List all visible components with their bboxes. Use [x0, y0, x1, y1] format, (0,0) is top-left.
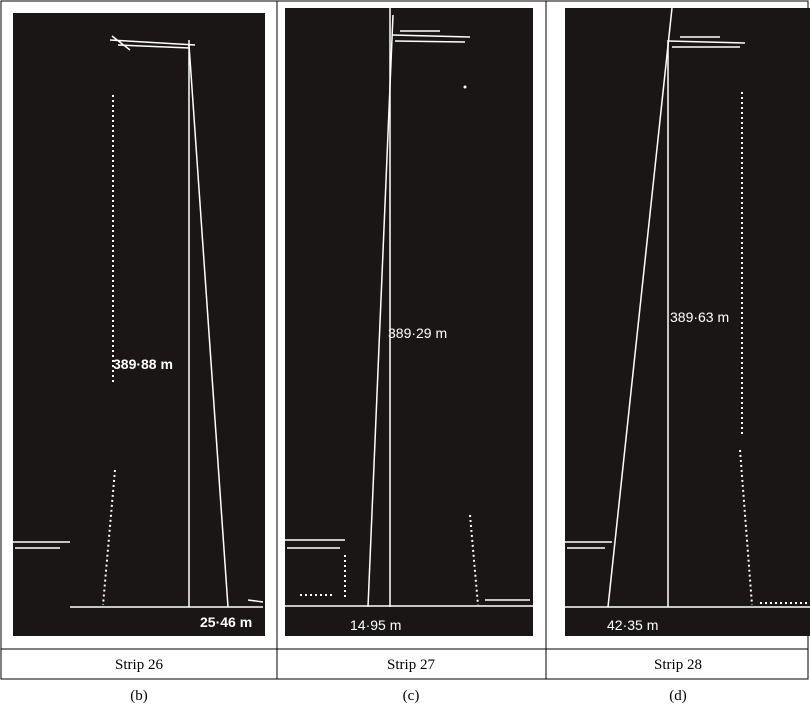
- panel-image: 389·88 m 25·46 m: [13, 13, 265, 636]
- panel-sublabel: (b): [130, 688, 148, 704]
- panel-image: 389·63 m 42·35 m: [565, 8, 810, 636]
- height-label: 389·88 m: [113, 356, 173, 372]
- strip-caption: Strip 28: [654, 657, 702, 673]
- height-label: 389·63 m: [670, 309, 729, 325]
- strip-caption: Strip 26: [115, 657, 163, 673]
- height-label: 389·29 m: [388, 325, 447, 341]
- panel-sublabel: (c): [403, 688, 420, 704]
- strip-caption: Strip 27: [387, 657, 435, 673]
- base-label: 14·95 m: [350, 617, 401, 633]
- base-label: 25·46 m: [200, 614, 252, 630]
- base-label: 42·35 m: [607, 617, 658, 633]
- figure: 389·88 m 25·46 m 389·29 m 14·95 m 389·63…: [0, 0, 810, 707]
- panel-sublabel: (d): [669, 688, 687, 704]
- panel-image: 389·29 m 14·95 m: [285, 8, 533, 636]
